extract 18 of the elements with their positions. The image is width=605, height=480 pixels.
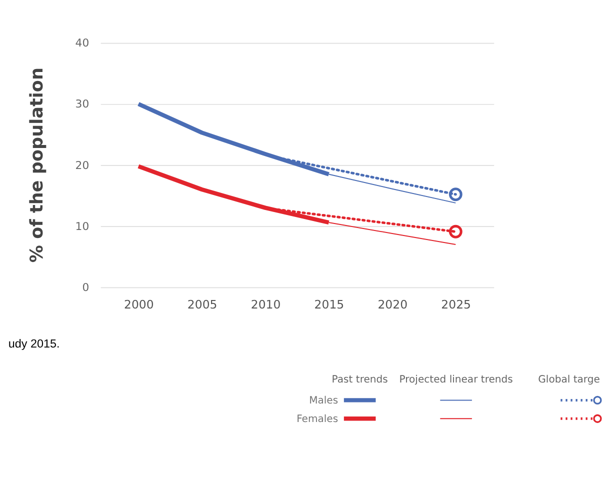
y-tick-label: 0 <box>82 280 90 294</box>
x-tick-label: 2005 <box>187 298 218 312</box>
y-tick-label: 30 <box>75 98 90 111</box>
text: Past trends <box>332 374 388 386</box>
y-axis-title: % of the population <box>28 68 48 263</box>
y-tick-label: 10 <box>75 220 90 233</box>
legend-label: Males <box>309 396 338 407</box>
text: udy 2015. <box>8 337 60 350</box>
x-tick-label: 2020 <box>378 298 408 312</box>
text: Projected linear trends <box>399 374 513 386</box>
x-tick-label: 2015 <box>314 298 344 312</box>
x-tick-label: 2025 <box>441 298 471 312</box>
text: Global targe <box>538 374 600 386</box>
y-tick-label: 40 <box>75 36 90 50</box>
y-tick-label: 20 <box>75 158 90 172</box>
legend-label: Females <box>296 414 338 425</box>
x-tick-label: 2010 <box>250 298 281 312</box>
x-tick-label: 2000 <box>124 298 154 312</box>
